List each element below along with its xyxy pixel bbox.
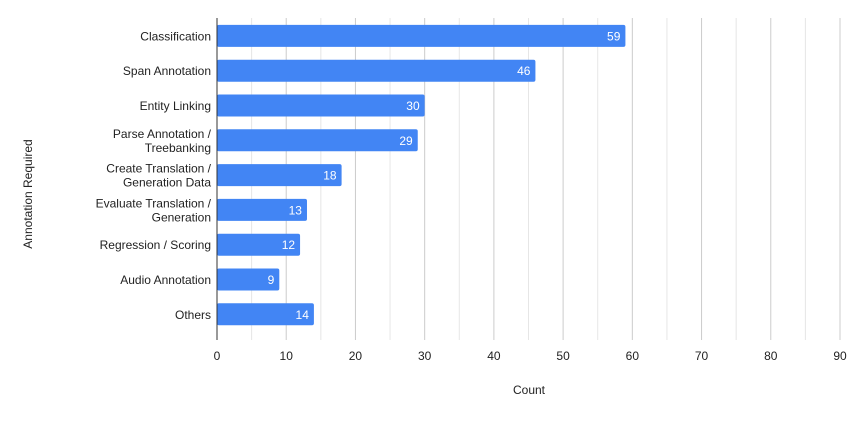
category-label: Span Annotation <box>123 64 211 78</box>
bar <box>217 24 626 47</box>
category-label: Regression / Scoring <box>100 238 211 252</box>
bar <box>217 198 307 221</box>
data-label: 13 <box>289 203 303 217</box>
x-tick-labels: 0 10 20 30 40 50 60 70 80 90 <box>214 349 847 363</box>
x-tick-label: 40 <box>487 349 501 363</box>
bar <box>217 268 280 291</box>
bar <box>217 94 425 117</box>
x-tick-label: 70 <box>695 349 709 363</box>
x-axis-title: Count <box>513 383 546 397</box>
x-tick-label: 80 <box>764 349 778 363</box>
bar <box>217 164 342 187</box>
x-tick-label: 50 <box>556 349 570 363</box>
x-tick-label: 10 <box>280 349 294 363</box>
bar <box>217 303 314 326</box>
data-label: 30 <box>406 99 420 113</box>
category-label: Audio Annotation <box>120 273 211 287</box>
y-axis-title: Annotation Required <box>21 139 35 248</box>
x-tick-label: 30 <box>418 349 432 363</box>
category-label: Entity Linking <box>140 99 211 113</box>
data-label: 18 <box>323 169 337 183</box>
bars <box>217 24 626 326</box>
bar <box>217 129 418 152</box>
data-label: 14 <box>296 308 310 322</box>
data-label: 9 <box>268 273 275 287</box>
data-label: 46 <box>517 64 531 78</box>
data-label: 29 <box>399 134 413 148</box>
data-label: 59 <box>607 29 621 43</box>
category-label: Others <box>175 308 211 322</box>
x-tick-label: 60 <box>626 349 640 363</box>
category-labels: Classification Span Annotation Entity Link… <box>96 29 212 321</box>
category-label: Parse Annotation / Treebanking <box>113 127 212 155</box>
category-label: Classification <box>140 29 211 43</box>
category-label: Create Translation / Generation Data <box>106 162 211 190</box>
x-tick-label: 20 <box>349 349 363 363</box>
data-label: 12 <box>282 238 296 252</box>
x-tick-label: 0 <box>214 349 221 363</box>
category-label: Evaluate Translation / Generation <box>96 196 212 224</box>
bar <box>217 59 536 82</box>
x-tick-label: 90 <box>833 349 847 363</box>
data-labels: 59 46 30 29 18 13 12 9 14 <box>268 29 621 321</box>
bar <box>217 233 301 256</box>
